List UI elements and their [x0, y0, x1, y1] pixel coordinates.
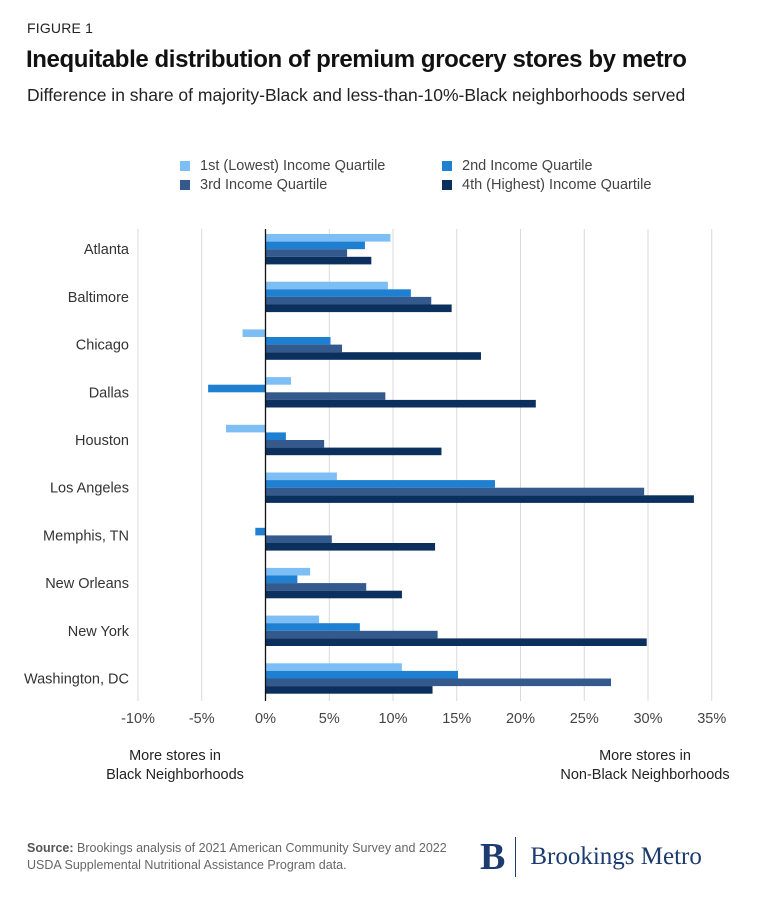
bar-washington-dc-q3	[265, 678, 612, 687]
legend-swatch-q2	[442, 161, 452, 171]
x-tick-label: 5%	[319, 711, 340, 727]
bar-new-orleans-q3	[265, 583, 367, 591]
bar-atlanta-q2	[265, 241, 365, 250]
bar-dallas-q1	[265, 377, 291, 385]
bar-memphis-tn-q2	[255, 527, 266, 536]
figure-label: FIGURE 1	[27, 20, 94, 36]
x-tick-label: -10%	[121, 711, 155, 727]
note-right-line2: Non-Black Neighborhoods	[560, 767, 730, 783]
bar-memphis-tn-q3	[265, 535, 332, 543]
x-tick-label: 15%	[442, 711, 471, 727]
category-label-new-york: New York	[68, 624, 130, 640]
bar-chicago-q4	[265, 352, 481, 360]
note-left-line2: Black Neighborhoods	[106, 767, 244, 783]
chart-title: Inequitable distribution of premium groc…	[26, 46, 687, 73]
bar-washington-dc-q4	[265, 686, 433, 694]
category-label-new-orleans: New Orleans	[45, 576, 129, 592]
legend-swatch-q3	[180, 180, 190, 190]
category-label-houston: Houston	[75, 433, 129, 449]
note-right-line1: More stores in	[599, 748, 691, 764]
legend-item-q3: 3rd Income Quartile	[180, 177, 327, 193]
category-label-atlanta: Atlanta	[84, 242, 130, 258]
bar-memphis-tn-q4	[265, 543, 436, 551]
bar-chicago-q2	[265, 337, 331, 345]
bar-dallas-q2	[208, 384, 266, 393]
bar-new-york-q4	[265, 638, 647, 646]
bar-chicago-q3	[265, 344, 342, 353]
source-note: Source: Brookings analysis of 2021 Ameri…	[27, 840, 447, 874]
source-text: Brookings analysis of 2021 American Comm…	[27, 841, 447, 872]
bar-baltimore-q1	[265, 281, 388, 290]
note-left-line1: More stores in	[129, 748, 221, 764]
bar-houston-q1	[225, 424, 266, 433]
x-tick-label: 35%	[697, 711, 726, 727]
bar-baltimore-q3	[265, 296, 432, 305]
x-tick-label: 25%	[570, 711, 599, 727]
bar-chicago-q1	[242, 329, 266, 337]
bar-los-angeles-q4	[265, 495, 694, 503]
legend-label-q3: 3rd Income Quartile	[200, 177, 328, 193]
bar-los-angeles-q2	[265, 480, 495, 488]
legend-label-q2: 2nd Income Quartile	[462, 158, 593, 174]
legend-item-q2: 2nd Income Quartile	[442, 158, 593, 174]
bar-los-angeles-q1	[265, 472, 337, 481]
x-tick-label: 0%	[255, 711, 276, 727]
legend-item-q4: 4th (Highest) Income Quartile	[442, 177, 651, 193]
bar-new-orleans-q1	[265, 567, 311, 576]
bar-baltimore-q2	[265, 289, 411, 297]
note-black-neighborhoods: More stores in Black Neighborhoods	[90, 747, 260, 785]
x-tick-label: -5%	[189, 711, 215, 727]
source-label: Source:	[27, 841, 74, 855]
legend-swatch-q4	[442, 180, 452, 190]
bar-new-york-q3	[265, 630, 438, 639]
bar-atlanta-q3	[265, 249, 348, 257]
legend-item-q1: 1st (Lowest) Income Quartile	[180, 158, 385, 174]
bar-dallas-q4	[265, 399, 536, 408]
chart-subtitle: Difference in share of majority-Black an…	[27, 85, 686, 105]
category-label-memphis-tn: Memphis, TN	[43, 528, 129, 544]
bar-atlanta-q4	[265, 256, 372, 265]
bar-washington-dc-q1	[265, 663, 402, 671]
bar-new-york-q1	[265, 615, 320, 624]
category-label-dallas: Dallas	[89, 385, 129, 401]
category-label-chicago: Chicago	[76, 338, 129, 354]
bar-baltimore-q4	[265, 304, 452, 313]
brand-name: Brookings Metro	[530, 843, 702, 870]
brand-mark: B	[480, 836, 506, 878]
category-label-los-angeles: Los Angeles	[50, 481, 129, 497]
bar-houston-q2	[265, 432, 286, 440]
brand-logo: B Brookings Metro	[480, 837, 702, 877]
bar-houston-q3	[265, 440, 325, 448]
bar-washington-dc-q2	[265, 670, 459, 679]
x-tick-label: 10%	[378, 711, 407, 727]
legend-label-q1: 1st (Lowest) Income Quartile	[200, 158, 386, 174]
bar-los-angeles-q3	[265, 487, 645, 496]
bar-atlanta-q1	[265, 234, 391, 242]
bar-dallas-q3	[265, 392, 386, 400]
legend-label-q4: 4th (Highest) Income Quartile	[462, 177, 652, 193]
bar-new-orleans-q2	[265, 575, 298, 584]
category-label-washington-dc: Washington, DC	[24, 672, 129, 688]
legend-swatch-q1	[180, 161, 190, 171]
brand-divider	[515, 837, 517, 877]
x-tick-label: 30%	[633, 711, 662, 727]
bar-new-orleans-q4	[265, 590, 402, 599]
bar-new-york-q2	[265, 623, 360, 631]
note-non-black-neighborhoods: More stores in Non-Black Neighborhoods	[550, 747, 740, 785]
category-label-baltimore: Baltimore	[68, 290, 129, 306]
x-tick-label: 20%	[506, 711, 535, 727]
bar-houston-q4	[265, 447, 442, 456]
